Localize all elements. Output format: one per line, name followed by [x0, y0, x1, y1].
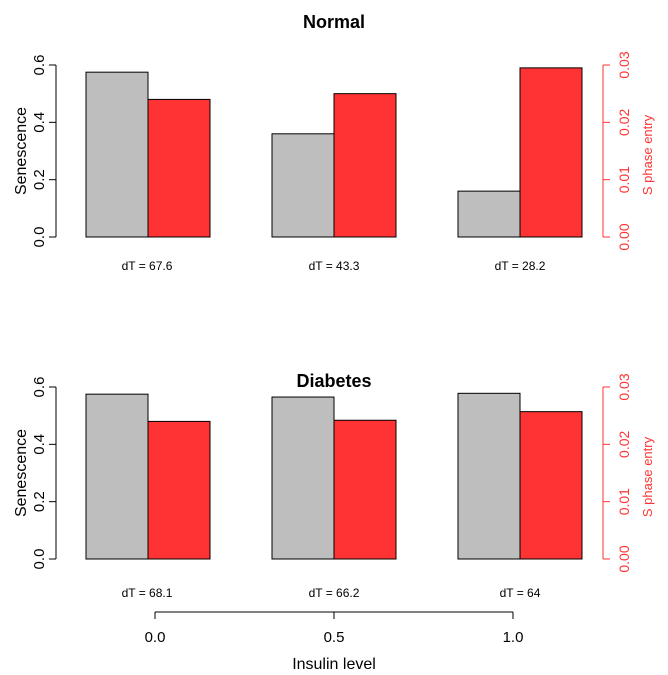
panel-title: Diabetes — [296, 371, 371, 391]
right-tick-label: 0.03 — [616, 51, 632, 78]
x-tick-label: 0.5 — [324, 629, 345, 646]
left-tick-label: 0.6 — [31, 377, 48, 398]
dt-annotation: dT = 68.1 — [122, 586, 173, 600]
x-tick-label: 1.0 — [503, 629, 524, 646]
s-phase-bar — [147, 98, 211, 238]
senescence-bar — [457, 392, 521, 560]
dt-annotation: dT = 67.6 — [122, 259, 173, 273]
senescence-bar — [85, 71, 149, 238]
senescence-bar — [271, 133, 335, 238]
left-tick-label: 0.4 — [31, 434, 48, 455]
right-tick-label: 0.00 — [616, 545, 632, 572]
right-axis-label: S phase entry — [640, 114, 655, 195]
left-tick-label: 0.2 — [31, 491, 48, 512]
senescence-bar — [271, 396, 335, 560]
right-tick-label: 0.01 — [616, 166, 632, 193]
dt-annotation: dT = 66.2 — [309, 586, 360, 600]
s-phase-bar — [333, 419, 397, 560]
dt-annotation: dT = 43.3 — [309, 259, 360, 273]
senescence-bar — [457, 190, 521, 238]
right-tick-label: 0.02 — [616, 108, 632, 135]
dt-annotation: dT = 64 — [500, 586, 541, 600]
s-phase-bar — [147, 420, 211, 560]
right-tick-label: 0.03 — [616, 373, 632, 400]
left-tick-label: 0.6 — [31, 55, 48, 76]
panel-title: Normal — [303, 12, 365, 32]
left-tick-label: 0.2 — [31, 169, 48, 190]
left-tick-label: 0.0 — [31, 549, 48, 570]
senescence-bar — [85, 393, 149, 560]
x-tick-label: 0.0 — [145, 629, 166, 646]
s-phase-bar — [519, 67, 583, 238]
right-tick-label: 0.02 — [616, 430, 632, 457]
dt-annotation: dT = 28.2 — [495, 259, 546, 273]
right-tick-label: 0.00 — [616, 223, 632, 250]
left-axis-label: Senescence — [13, 429, 30, 517]
right-tick-label: 0.01 — [616, 488, 632, 515]
s-phase-bar — [519, 411, 583, 560]
s-phase-bar — [333, 93, 397, 238]
left-tick-label: 0.4 — [31, 112, 48, 133]
right-axis-label: S phase entry — [640, 436, 655, 517]
left-axis-label: Senescence — [13, 107, 30, 195]
left-tick-label: 0.0 — [31, 227, 48, 248]
x-axis-label: Insulin level — [292, 656, 376, 673]
